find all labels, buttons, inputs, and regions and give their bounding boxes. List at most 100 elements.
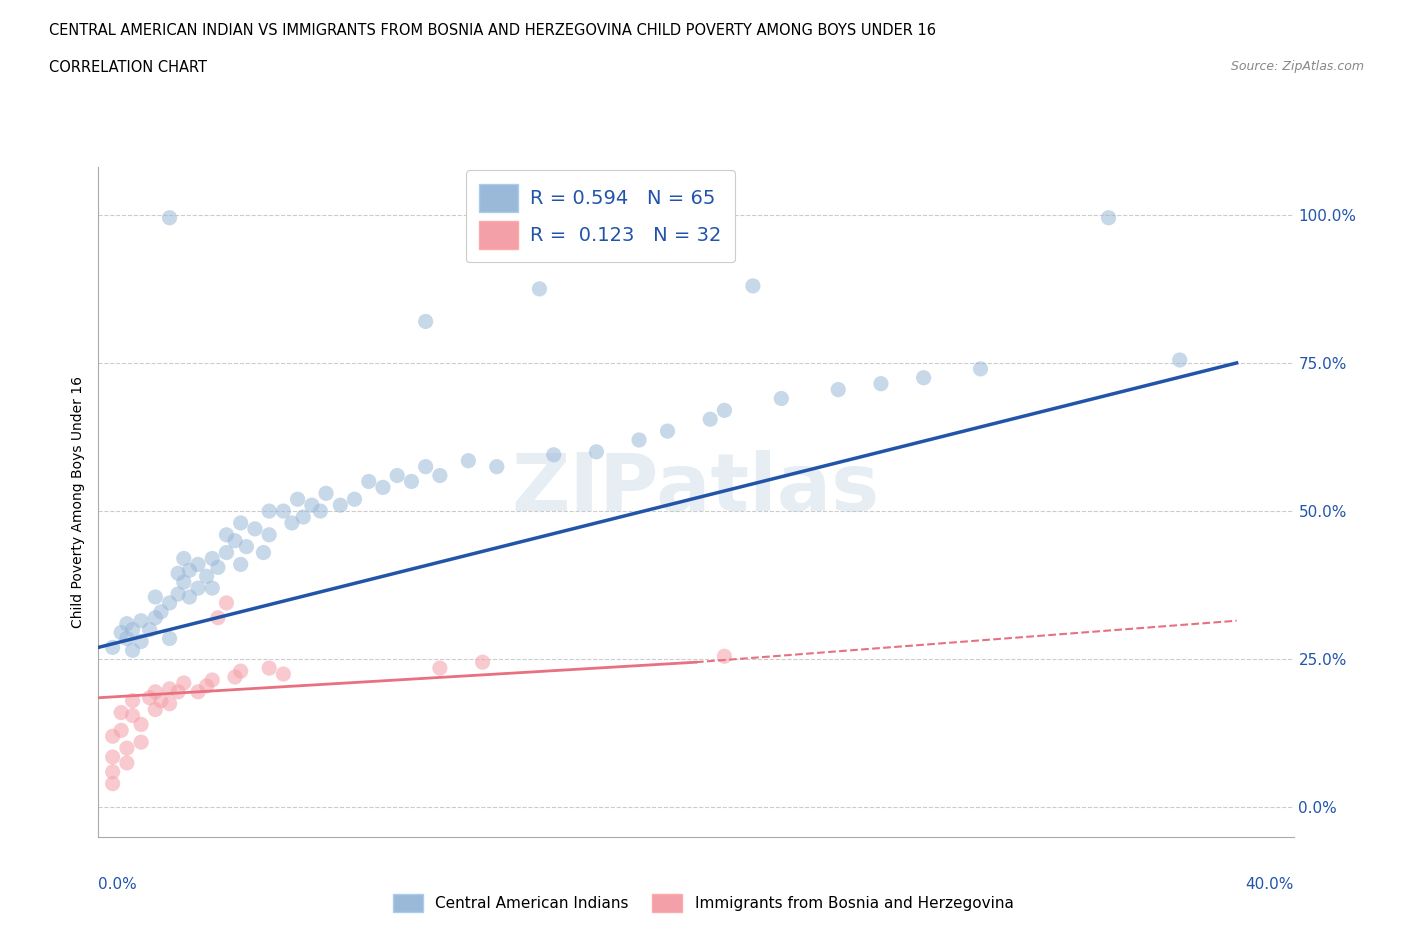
Point xyxy=(115,631,138,646)
Point xyxy=(121,708,143,723)
Point xyxy=(195,679,218,694)
Point xyxy=(187,580,209,595)
Point xyxy=(252,545,274,560)
Text: 40.0%: 40.0% xyxy=(1246,877,1294,892)
Point xyxy=(187,557,209,572)
Text: ZIPatlas: ZIPatlas xyxy=(512,450,880,528)
Point xyxy=(243,522,266,537)
Point xyxy=(870,377,893,392)
Point xyxy=(292,510,315,525)
Point xyxy=(429,468,451,483)
Point xyxy=(207,610,229,625)
Point xyxy=(229,664,252,679)
Point xyxy=(215,527,238,542)
Point xyxy=(167,684,190,699)
Point xyxy=(159,595,181,610)
Point xyxy=(529,282,551,297)
Point xyxy=(121,693,143,708)
Point xyxy=(159,210,181,225)
Point xyxy=(179,563,201,578)
Point xyxy=(343,492,366,507)
Point xyxy=(713,403,735,418)
Point xyxy=(167,587,190,602)
Point xyxy=(741,278,763,293)
Point xyxy=(159,697,181,711)
Point xyxy=(485,459,508,474)
Point xyxy=(543,447,565,462)
Point xyxy=(187,684,209,699)
Point xyxy=(281,515,304,530)
Point xyxy=(101,640,124,655)
Point xyxy=(315,485,337,500)
Point xyxy=(129,735,152,750)
Point xyxy=(457,453,479,468)
Point xyxy=(173,575,195,590)
Point xyxy=(229,515,252,530)
Point xyxy=(110,723,132,737)
Point xyxy=(257,504,280,519)
Point xyxy=(770,391,793,405)
Point xyxy=(357,474,380,489)
Point xyxy=(309,504,332,519)
Point xyxy=(201,672,224,687)
Point xyxy=(229,557,252,572)
Point xyxy=(143,590,166,604)
Text: CENTRAL AMERICAN INDIAN VS IMMIGRANTS FROM BOSNIA AND HERZEGOVINA CHILD POVERTY : CENTRAL AMERICAN INDIAN VS IMMIGRANTS FR… xyxy=(49,23,936,38)
Point xyxy=(287,492,309,507)
Point xyxy=(138,690,160,705)
Point xyxy=(101,750,124,764)
Point xyxy=(215,545,238,560)
Point xyxy=(415,459,437,474)
Point xyxy=(195,569,218,584)
Point xyxy=(912,370,935,385)
Point xyxy=(159,682,181,697)
Point xyxy=(257,660,280,675)
Point xyxy=(657,424,679,439)
Point xyxy=(129,613,152,628)
Point xyxy=(101,777,124,791)
Point xyxy=(179,590,201,604)
Point xyxy=(385,468,409,483)
Point xyxy=(1168,352,1191,367)
Point xyxy=(224,670,246,684)
Point xyxy=(101,764,124,779)
Text: 0.0%: 0.0% xyxy=(98,877,138,892)
Point xyxy=(415,314,437,329)
Point xyxy=(429,660,451,675)
Point xyxy=(121,643,143,658)
Point xyxy=(173,675,195,690)
Point xyxy=(235,539,257,554)
Point xyxy=(115,740,138,755)
Point xyxy=(115,617,138,631)
Point xyxy=(167,565,190,580)
Point xyxy=(201,551,224,566)
Point xyxy=(150,693,173,708)
Point xyxy=(110,625,132,640)
Point xyxy=(401,474,423,489)
Point xyxy=(371,480,394,495)
Point xyxy=(969,362,991,377)
Point xyxy=(827,382,849,397)
Point xyxy=(257,527,280,542)
Y-axis label: Child Poverty Among Boys Under 16: Child Poverty Among Boys Under 16 xyxy=(72,377,86,628)
Point xyxy=(699,412,721,427)
Point xyxy=(143,684,166,699)
Point xyxy=(143,610,166,625)
Point xyxy=(713,649,735,664)
Point xyxy=(129,634,152,649)
Point xyxy=(471,655,494,670)
Legend: Central American Indians, Immigrants from Bosnia and Herzegovina: Central American Indians, Immigrants fro… xyxy=(387,888,1019,918)
Point xyxy=(143,702,166,717)
Legend: R = 0.594   N = 65, R =  0.123   N = 32: R = 0.594 N = 65, R = 0.123 N = 32 xyxy=(465,170,735,262)
Point xyxy=(129,717,152,732)
Point xyxy=(207,560,229,575)
Point xyxy=(585,445,607,459)
Point xyxy=(101,729,124,744)
Point xyxy=(329,498,352,512)
Point xyxy=(224,533,246,548)
Point xyxy=(1097,210,1119,225)
Point xyxy=(301,498,323,512)
Point xyxy=(215,595,238,610)
Point xyxy=(138,622,160,637)
Text: Source: ZipAtlas.com: Source: ZipAtlas.com xyxy=(1230,60,1364,73)
